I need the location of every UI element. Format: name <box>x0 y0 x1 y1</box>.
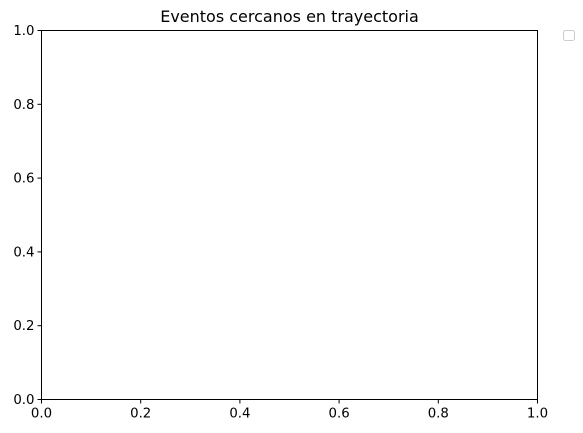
x-tick-label: 1.0 <box>527 407 548 422</box>
y-tick-label: 0.2 <box>13 319 34 334</box>
y-tick-label: 0.6 <box>13 172 34 187</box>
y-tick-label: 1.0 <box>13 24 34 39</box>
y-tick-label: 0.8 <box>13 98 34 113</box>
legend-box <box>563 30 575 41</box>
x-tick-label: 0.4 <box>229 407 250 422</box>
x-tick-label: 0.8 <box>428 407 449 422</box>
y-tick-label: 0.4 <box>13 245 34 260</box>
chart-title: Eventos cercanos en trayectoria <box>160 7 419 26</box>
y-tick-label: 0.0 <box>13 393 34 408</box>
y-axis-ticks: 0.0 0.2 0.4 0.6 0.8 1.0 <box>13 24 42 408</box>
x-tick-label: 0.2 <box>130 407 151 422</box>
x-axis-ticks: 0.0 0.2 0.4 0.6 0.8 1.0 <box>31 399 548 422</box>
x-tick-label: 0.0 <box>31 407 52 422</box>
plot-area-frame <box>41 30 538 400</box>
x-tick-label: 0.6 <box>329 407 350 422</box>
